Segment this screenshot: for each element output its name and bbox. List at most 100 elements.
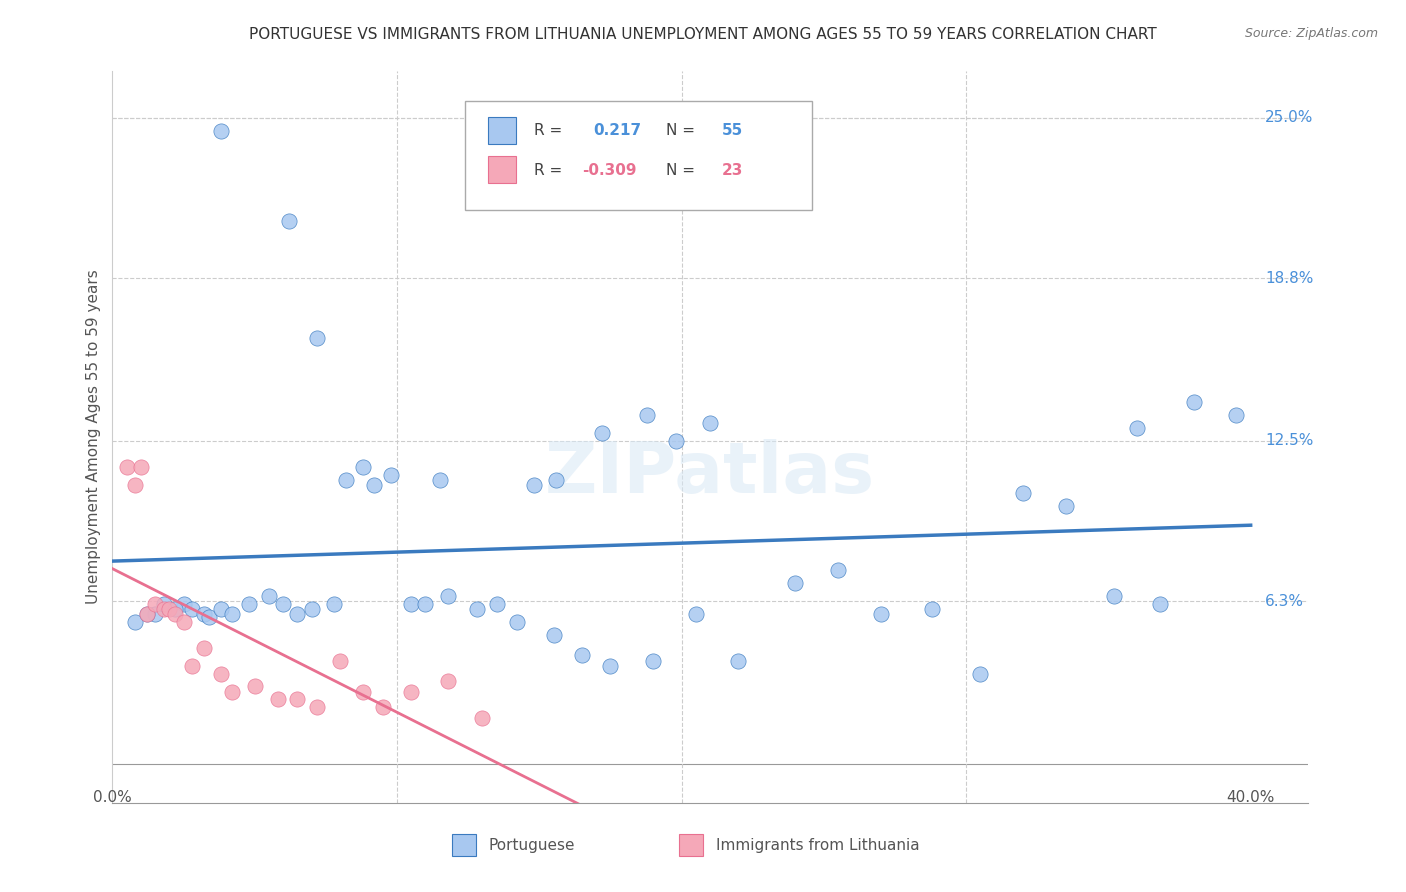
Point <box>636 408 658 422</box>
Point <box>335 473 357 487</box>
Point <box>243 680 266 694</box>
Point <box>571 648 593 663</box>
Point <box>209 666 232 681</box>
Text: 0.0%: 0.0% <box>93 790 132 805</box>
Point <box>523 478 546 492</box>
Point <box>277 214 299 228</box>
Text: 55: 55 <box>723 123 744 138</box>
Text: 6.3%: 6.3% <box>1265 594 1303 608</box>
Point <box>415 597 437 611</box>
Text: Source: ZipAtlas.com: Source: ZipAtlas.com <box>1244 27 1378 40</box>
Text: N =: N = <box>666 162 700 178</box>
FancyBboxPatch shape <box>679 834 703 856</box>
Point <box>827 563 849 577</box>
Point <box>591 426 613 441</box>
Point <box>209 602 232 616</box>
Point <box>181 602 204 616</box>
Point <box>143 597 166 611</box>
Point <box>401 684 423 698</box>
Point <box>307 700 329 714</box>
Text: PORTUGUESE VS IMMIGRANTS FROM LITHUANIA UNEMPLOYMENT AMONG AGES 55 TO 59 YEARS C: PORTUGUESE VS IMMIGRANTS FROM LITHUANIA … <box>249 27 1157 42</box>
Point <box>1012 485 1035 500</box>
Point <box>323 597 346 611</box>
Text: 23: 23 <box>723 162 744 178</box>
Point <box>363 478 385 492</box>
Point <box>198 609 221 624</box>
Point <box>129 459 152 474</box>
Point <box>193 607 215 621</box>
Point <box>221 684 243 698</box>
Point <box>135 607 157 621</box>
Point <box>173 615 195 629</box>
Point <box>1102 589 1125 603</box>
Text: ZIPatlas: ZIPatlas <box>546 439 875 508</box>
Point <box>437 589 460 603</box>
Point <box>193 640 215 655</box>
Text: Portuguese: Portuguese <box>489 838 575 853</box>
Point <box>1126 421 1149 435</box>
Point <box>643 654 665 668</box>
FancyBboxPatch shape <box>488 117 516 144</box>
Point <box>1225 408 1247 422</box>
Point <box>152 602 174 616</box>
Text: 25.0%: 25.0% <box>1265 111 1313 126</box>
Text: 0.217: 0.217 <box>593 123 641 138</box>
Point <box>307 330 329 344</box>
FancyBboxPatch shape <box>488 156 516 183</box>
Y-axis label: Unemployment Among Ages 55 to 59 years: Unemployment Among Ages 55 to 59 years <box>86 269 101 605</box>
FancyBboxPatch shape <box>465 101 811 211</box>
Point <box>301 602 323 616</box>
Point <box>665 434 688 448</box>
Point <box>471 710 494 724</box>
Point <box>543 628 565 642</box>
Point <box>505 615 527 629</box>
Point <box>371 700 394 714</box>
Point <box>165 607 187 621</box>
Point <box>785 576 807 591</box>
Text: -0.309: -0.309 <box>582 162 637 178</box>
Text: 40.0%: 40.0% <box>1226 790 1275 805</box>
Text: R =: R = <box>534 123 568 138</box>
Text: 12.5%: 12.5% <box>1265 434 1313 449</box>
Point <box>352 459 374 474</box>
Point <box>380 467 402 482</box>
Point <box>685 607 707 621</box>
Point <box>437 674 460 689</box>
Point <box>143 607 166 621</box>
Point <box>238 597 260 611</box>
Text: Immigrants from Lithuania: Immigrants from Lithuania <box>716 838 920 853</box>
Point <box>465 602 488 616</box>
Point <box>921 602 943 616</box>
Text: 18.8%: 18.8% <box>1265 270 1313 285</box>
Point <box>485 597 508 611</box>
Point <box>257 589 280 603</box>
Point <box>209 124 232 138</box>
Point <box>429 473 451 487</box>
FancyBboxPatch shape <box>451 834 475 856</box>
Point <box>287 607 309 621</box>
Point <box>271 597 294 611</box>
Point <box>287 692 309 706</box>
Text: N =: N = <box>666 123 700 138</box>
Point <box>546 473 568 487</box>
Point <box>221 607 243 621</box>
Point <box>1149 597 1171 611</box>
Point <box>352 684 374 698</box>
Point <box>1054 499 1077 513</box>
Point <box>152 597 174 611</box>
Point <box>115 459 138 474</box>
Point <box>181 658 204 673</box>
Point <box>1182 395 1205 409</box>
Point <box>124 615 146 629</box>
Point <box>165 602 187 616</box>
Point <box>157 602 180 616</box>
Point <box>401 597 423 611</box>
Point <box>266 692 288 706</box>
Point <box>599 658 621 673</box>
Point <box>124 478 146 492</box>
Text: R =: R = <box>534 162 568 178</box>
Point <box>135 607 157 621</box>
Point <box>699 416 721 430</box>
Point <box>869 607 891 621</box>
Point <box>329 654 352 668</box>
